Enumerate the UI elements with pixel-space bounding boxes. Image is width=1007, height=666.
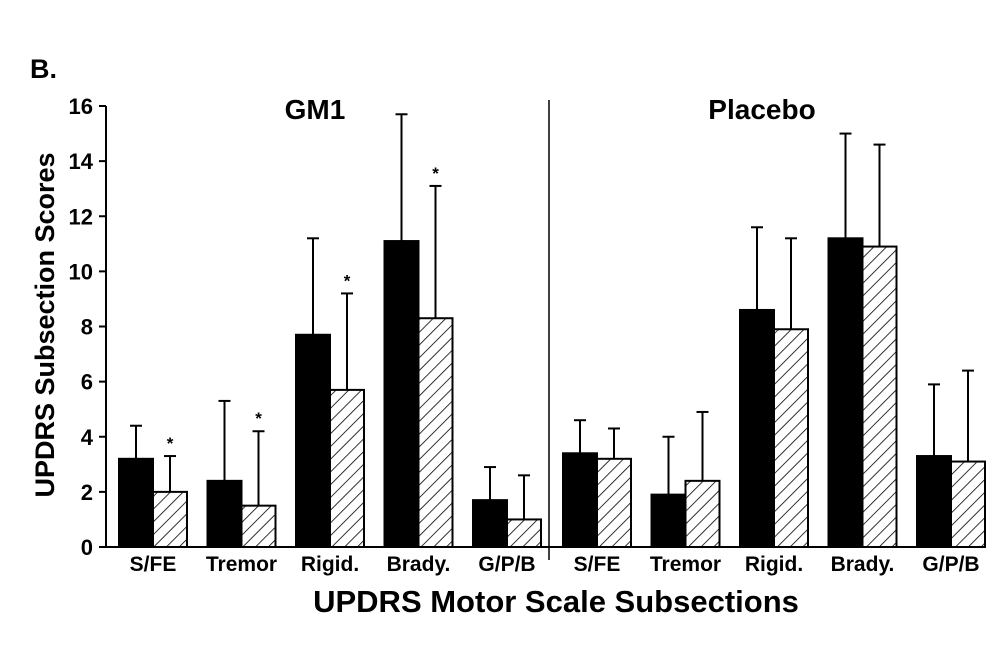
y-axis-label: UPDRS Subsection Scores [30, 152, 60, 497]
x-tick-label: Rigid. [301, 553, 359, 576]
significance-marker: * [167, 434, 174, 453]
y-tick-label: 8 [81, 315, 93, 340]
x-tick-label: S/FE [130, 553, 177, 576]
bar [562, 452, 598, 549]
y-tick-label: 4 [81, 425, 94, 450]
significance-marker: * [255, 409, 262, 428]
bar [684, 479, 721, 549]
bar [861, 245, 898, 548]
y-tick-label: 6 [81, 370, 93, 395]
significance-marker: * [432, 164, 439, 183]
y-tick-label: 14 [69, 149, 94, 174]
x-tick-labels: S/FE Tremor Rigid. Brady. G/P/B S/FE Tremor Rig… [130, 553, 980, 576]
x-tick-label: G/P/B [478, 553, 535, 576]
bar [206, 479, 243, 549]
bars: * * * * [118, 113, 986, 549]
bar [596, 457, 632, 548]
y-tick-label: 2 [81, 480, 93, 505]
bar [152, 490, 188, 548]
y-ticks: 0 2 4 6 8 10 12 14 16 [69, 94, 106, 560]
y-tick-label: 0 [81, 535, 93, 560]
bar [472, 499, 508, 548]
bar [739, 308, 775, 548]
panel-label: B. [30, 54, 57, 84]
bar [383, 240, 420, 548]
x-tick-label: Tremor [206, 553, 277, 576]
x-tick-label: Brady. [831, 553, 895, 576]
x-tick-label: S/FE [574, 553, 621, 576]
y-tick-label: 10 [69, 259, 93, 284]
bar [650, 493, 687, 549]
bar [118, 457, 154, 548]
bar [295, 333, 331, 548]
group-title-placebo: Placebo [708, 94, 815, 125]
x-tick-label: Tremor [650, 553, 721, 576]
bar [950, 460, 986, 548]
bar [827, 237, 864, 549]
bar [240, 504, 277, 548]
y-tick-label: 16 [69, 94, 93, 119]
bar [773, 328, 809, 548]
x-tick-label: Brady. [387, 553, 451, 576]
x-tick-label: G/P/B [922, 553, 979, 576]
x-tick-label: Rigid. [745, 553, 803, 576]
bar [916, 455, 952, 549]
bar [506, 518, 542, 548]
y-tick-label: 12 [69, 204, 93, 229]
group-title-gm1: GM1 [285, 94, 346, 125]
bar [329, 388, 365, 548]
significance-marker: * [344, 271, 351, 290]
x-axis-label: UPDRS Motor Scale Subsections [313, 584, 799, 619]
bar [417, 317, 454, 549]
